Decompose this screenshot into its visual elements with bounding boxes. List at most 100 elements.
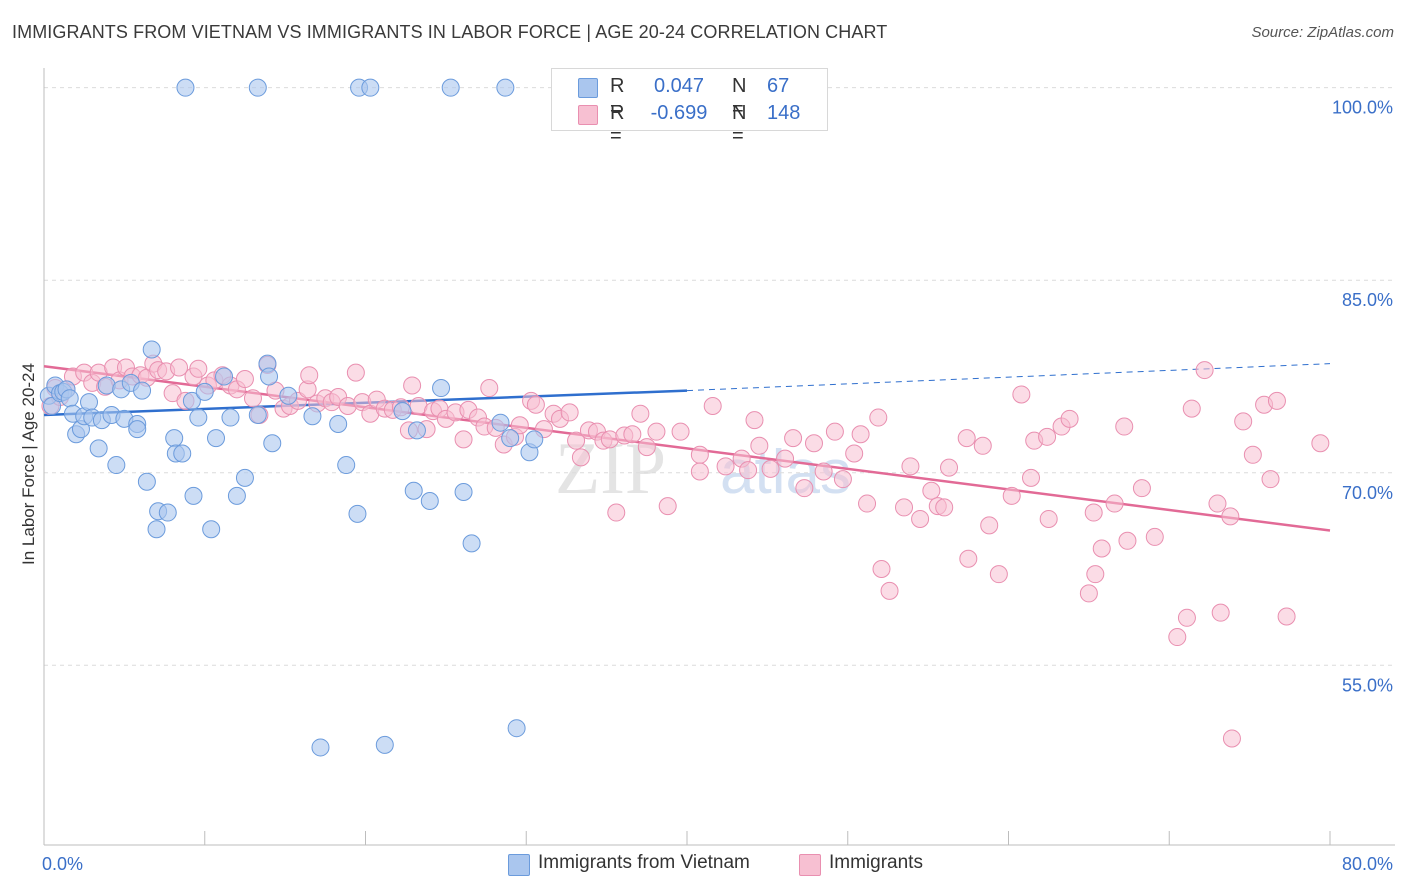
point-vietnam bbox=[393, 402, 412, 421]
point-immigrants bbox=[510, 416, 529, 435]
point-immigrants bbox=[1118, 531, 1137, 550]
y-axis-label: In Labor Force | Age 20-24 bbox=[19, 363, 38, 565]
point-immigrants bbox=[571, 448, 590, 467]
point-immigrants bbox=[671, 422, 690, 441]
point-immigrants bbox=[851, 425, 870, 444]
point-immigrants bbox=[1311, 434, 1330, 453]
legend-r-value: -0.699 bbox=[650, 102, 708, 124]
point-immigrants bbox=[623, 425, 642, 444]
y-tick-label: 85.0% bbox=[1342, 290, 1393, 310]
point-immigrants bbox=[895, 498, 914, 517]
point-immigrants bbox=[980, 516, 999, 535]
point-immigrants bbox=[1038, 427, 1057, 446]
point-immigrants bbox=[880, 581, 899, 600]
point-immigrants bbox=[1243, 445, 1262, 464]
point-vietnam bbox=[202, 520, 221, 539]
point-immigrants bbox=[1261, 470, 1280, 489]
point-vietnam bbox=[501, 429, 520, 448]
point-vietnam bbox=[158, 503, 177, 522]
series-legend: Immigrants from Vietnam Immigrants bbox=[0, 852, 1406, 878]
point-vietnam bbox=[182, 391, 201, 410]
point-vietnam bbox=[133, 381, 152, 400]
point-immigrants bbox=[845, 444, 864, 463]
point-vietnam bbox=[279, 386, 298, 405]
point-vietnam bbox=[311, 738, 330, 757]
correlation-legend: R = 0.047 N = 67 R = -0.699 N = 148 bbox=[551, 68, 828, 147]
point-vietnam bbox=[496, 78, 515, 97]
x-tick-labels: 0.0% 80.0% bbox=[42, 854, 1393, 874]
point-immigrants bbox=[1234, 412, 1253, 431]
y-tick-labels: 55.0% 70.0% 85.0% 100.0% bbox=[1332, 98, 1393, 696]
legend-r-label: R = bbox=[610, 75, 625, 120]
point-vietnam bbox=[491, 413, 510, 432]
point-vietnam bbox=[137, 472, 156, 491]
point-immigrants bbox=[243, 389, 262, 408]
point-vietnam bbox=[43, 397, 62, 416]
point-immigrants bbox=[1277, 607, 1296, 626]
legend-n-value: 67 bbox=[767, 75, 790, 97]
legend-swatch-pink bbox=[799, 854, 821, 876]
point-immigrants bbox=[1039, 509, 1058, 528]
point-immigrants bbox=[989, 565, 1008, 584]
point-immigrants bbox=[1195, 361, 1214, 380]
point-immigrants bbox=[567, 431, 586, 450]
point-immigrants bbox=[631, 404, 650, 423]
point-immigrants bbox=[833, 470, 852, 489]
y-tick-label: 100.0% bbox=[1332, 98, 1393, 118]
point-immigrants bbox=[784, 429, 803, 448]
point-vietnam bbox=[454, 483, 473, 502]
point-vietnam bbox=[195, 382, 214, 401]
x-tick-label: 0.0% bbox=[42, 854, 83, 874]
point-immigrants bbox=[1168, 628, 1187, 647]
point-immigrants bbox=[1084, 503, 1103, 522]
point-vietnam bbox=[361, 78, 380, 97]
point-immigrants bbox=[1012, 385, 1031, 404]
point-immigrants bbox=[235, 370, 254, 389]
point-immigrants bbox=[647, 422, 666, 441]
point-vietnam bbox=[176, 78, 195, 97]
point-vietnam bbox=[147, 520, 166, 539]
point-vietnam bbox=[329, 414, 348, 433]
point-immigrants bbox=[869, 408, 888, 427]
point-immigrants bbox=[872, 560, 891, 579]
point-immigrants bbox=[901, 457, 920, 476]
point-immigrants bbox=[690, 445, 709, 464]
y-tick-label: 70.0% bbox=[1342, 483, 1393, 503]
point-immigrants bbox=[804, 434, 823, 453]
point-immigrants bbox=[1132, 479, 1151, 498]
point-immigrants bbox=[607, 503, 626, 522]
point-vietnam bbox=[173, 444, 192, 463]
point-vietnam bbox=[235, 468, 254, 487]
point-immigrants bbox=[454, 430, 473, 449]
chart-title: IMMIGRANTS FROM VIETNAM VS IMMIGRANTS IN… bbox=[12, 22, 888, 42]
point-immigrants bbox=[1267, 391, 1286, 410]
point-vietnam bbox=[432, 379, 451, 398]
point-immigrants bbox=[1208, 494, 1227, 513]
point-immigrants bbox=[1022, 468, 1041, 487]
point-immigrants bbox=[403, 376, 422, 395]
point-immigrants bbox=[814, 462, 833, 481]
point-immigrants bbox=[1177, 608, 1196, 627]
point-immigrants bbox=[957, 429, 976, 448]
point-immigrants bbox=[716, 457, 735, 476]
point-vietnam bbox=[263, 434, 282, 453]
point-immigrants bbox=[745, 411, 764, 430]
point-immigrants bbox=[658, 497, 677, 516]
legend-n-label: N = bbox=[732, 75, 747, 120]
y-tick-label: 55.0% bbox=[1342, 675, 1393, 695]
point-vietnam bbox=[89, 439, 108, 458]
point-immigrants bbox=[858, 494, 877, 513]
legend-swatch-pink bbox=[578, 105, 598, 125]
point-vietnam bbox=[404, 481, 423, 500]
point-immigrants bbox=[935, 498, 954, 517]
legend-label-vietnam: Immigrants from Vietnam bbox=[538, 852, 750, 873]
point-immigrants bbox=[911, 509, 930, 528]
point-immigrants bbox=[1145, 527, 1164, 546]
point-immigrants bbox=[761, 459, 780, 478]
point-vietnam bbox=[207, 429, 226, 448]
point-vietnam bbox=[525, 430, 544, 449]
point-immigrants bbox=[690, 462, 709, 481]
point-vietnam bbox=[337, 456, 356, 475]
point-vietnam bbox=[107, 456, 126, 475]
point-vietnam bbox=[260, 367, 279, 386]
